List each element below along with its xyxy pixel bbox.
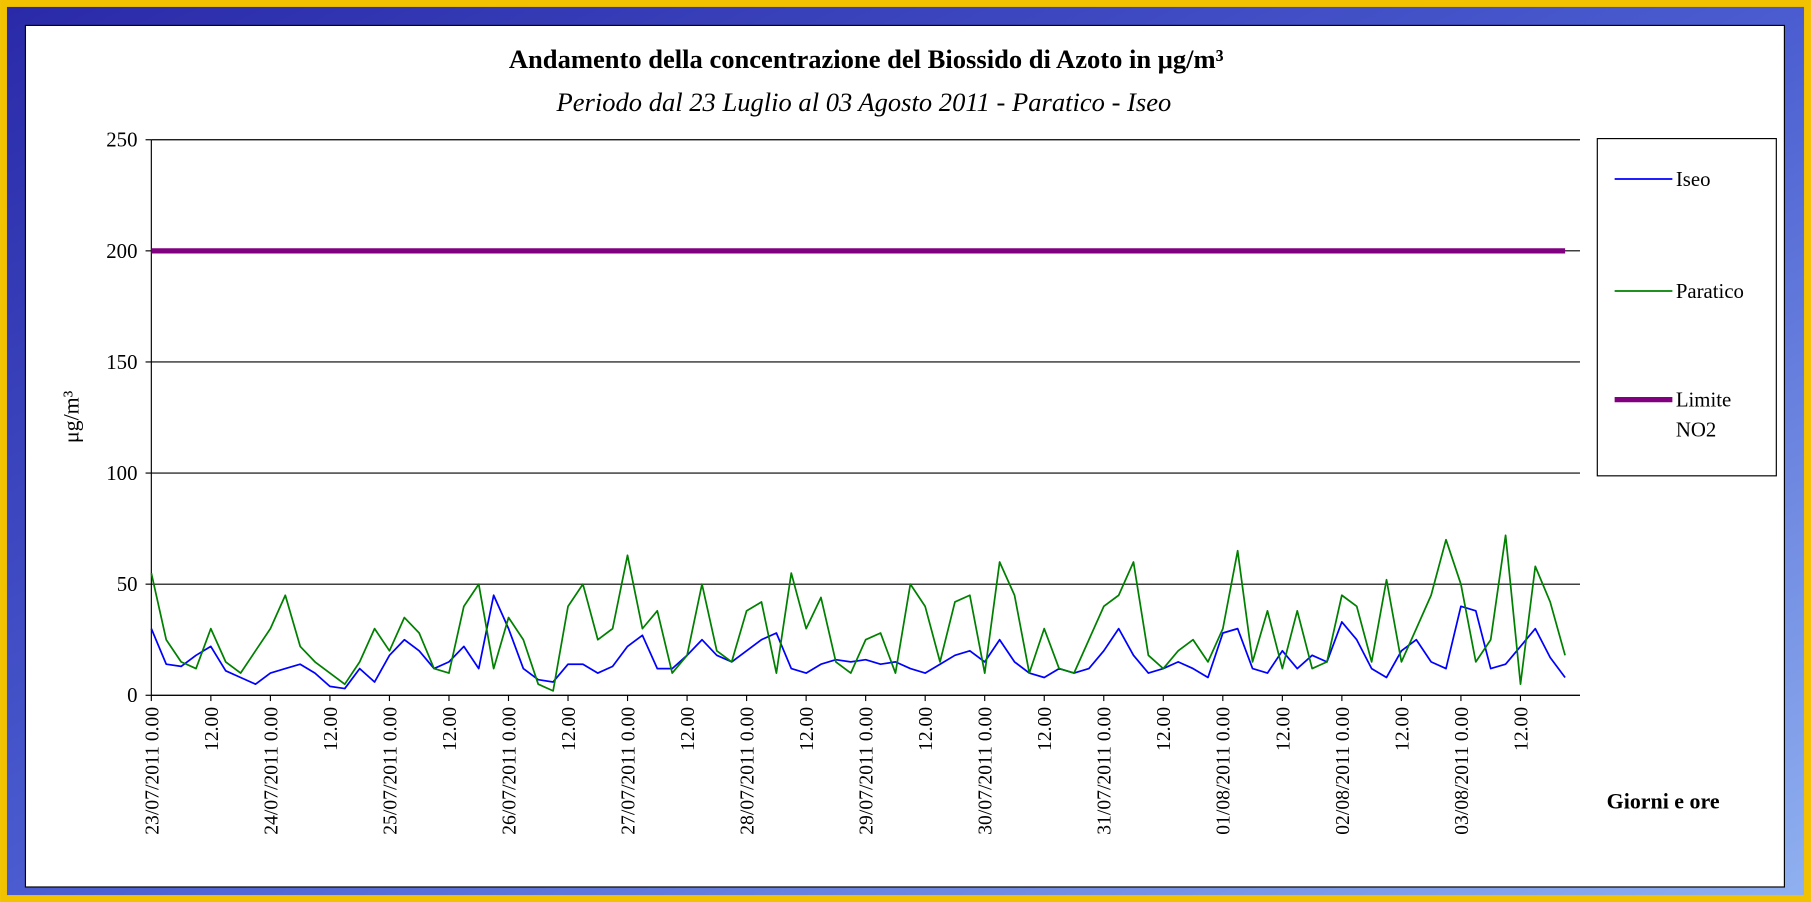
x-tick-label: 12.00 xyxy=(797,707,818,751)
x-tick-label: 12.00 xyxy=(678,707,699,751)
x-tick-label: 01/08/2011 0.00 xyxy=(1214,707,1235,835)
x-tick-label: 28/07/2011 0.00 xyxy=(738,707,759,835)
x-tick-label: 12.00 xyxy=(321,707,342,751)
legend-label-box: Limite NO2 xyxy=(1675,388,1732,442)
x-tick-label: 12.00 xyxy=(916,707,937,751)
x-tick-label: 25/07/2011 0.00 xyxy=(380,707,401,835)
x-tick-label: 29/07/2011 0.00 xyxy=(857,707,878,835)
y-tick-label: 0 xyxy=(127,684,137,707)
x-tick-label: 30/07/2011 0.00 xyxy=(976,707,997,835)
x-tick-label: 12.00 xyxy=(1273,707,1294,751)
x-tick-label: 03/08/2011 0.00 xyxy=(1452,707,1473,835)
y-axis-label: μg/m³ xyxy=(59,390,84,443)
x-tick-label: 24/07/2011 0.00 xyxy=(261,707,282,835)
legend-label-box: Iseo xyxy=(1675,167,1711,191)
x-tick-label: 12.00 xyxy=(1392,707,1413,751)
y-tick-label: 200 xyxy=(106,240,137,263)
x-tick-label: 12.00 xyxy=(1035,707,1056,751)
x-tick-label: 02/08/2011 0.00 xyxy=(1333,707,1354,835)
x-tick-label: 12.00 xyxy=(1154,707,1175,751)
legend-label: Iseo xyxy=(1675,167,1711,191)
y-tick-label: 100 xyxy=(106,462,137,485)
x-tick-label: 12.00 xyxy=(559,707,580,751)
series-line xyxy=(150,534,1566,692)
y-tick-label: 250 xyxy=(106,129,137,152)
x-axis-label: Giorni e ore xyxy=(1607,788,1720,813)
legend-label: Limite NO2 xyxy=(1675,388,1732,442)
x-tick-label: 26/07/2011 0.00 xyxy=(499,707,520,835)
y-tick-label: 150 xyxy=(106,351,137,374)
chart-title: Andamento della concentrazione del Bioss… xyxy=(509,44,1224,74)
legend-box xyxy=(1596,138,1777,477)
x-tick-label: 12.00 xyxy=(202,707,223,751)
y-tick-label: 50 xyxy=(117,573,138,596)
x-tick-label: 27/07/2011 0.00 xyxy=(618,707,639,835)
legend-label-box: Paratico xyxy=(1675,279,1744,303)
x-tick-label: 12.00 xyxy=(440,707,461,751)
x-tick-label: 12.00 xyxy=(1511,707,1532,751)
panel xyxy=(24,24,1785,888)
series-line xyxy=(150,594,1566,690)
chart-subtitle: Periodo dal 23 Luglio al 03 Agosto 2011 … xyxy=(556,87,1172,117)
x-tick-label: 31/07/2011 0.00 xyxy=(1095,707,1116,835)
x-tick-label: 23/07/2011 0.00 xyxy=(142,707,163,835)
legend-label: Paratico xyxy=(1675,279,1744,303)
